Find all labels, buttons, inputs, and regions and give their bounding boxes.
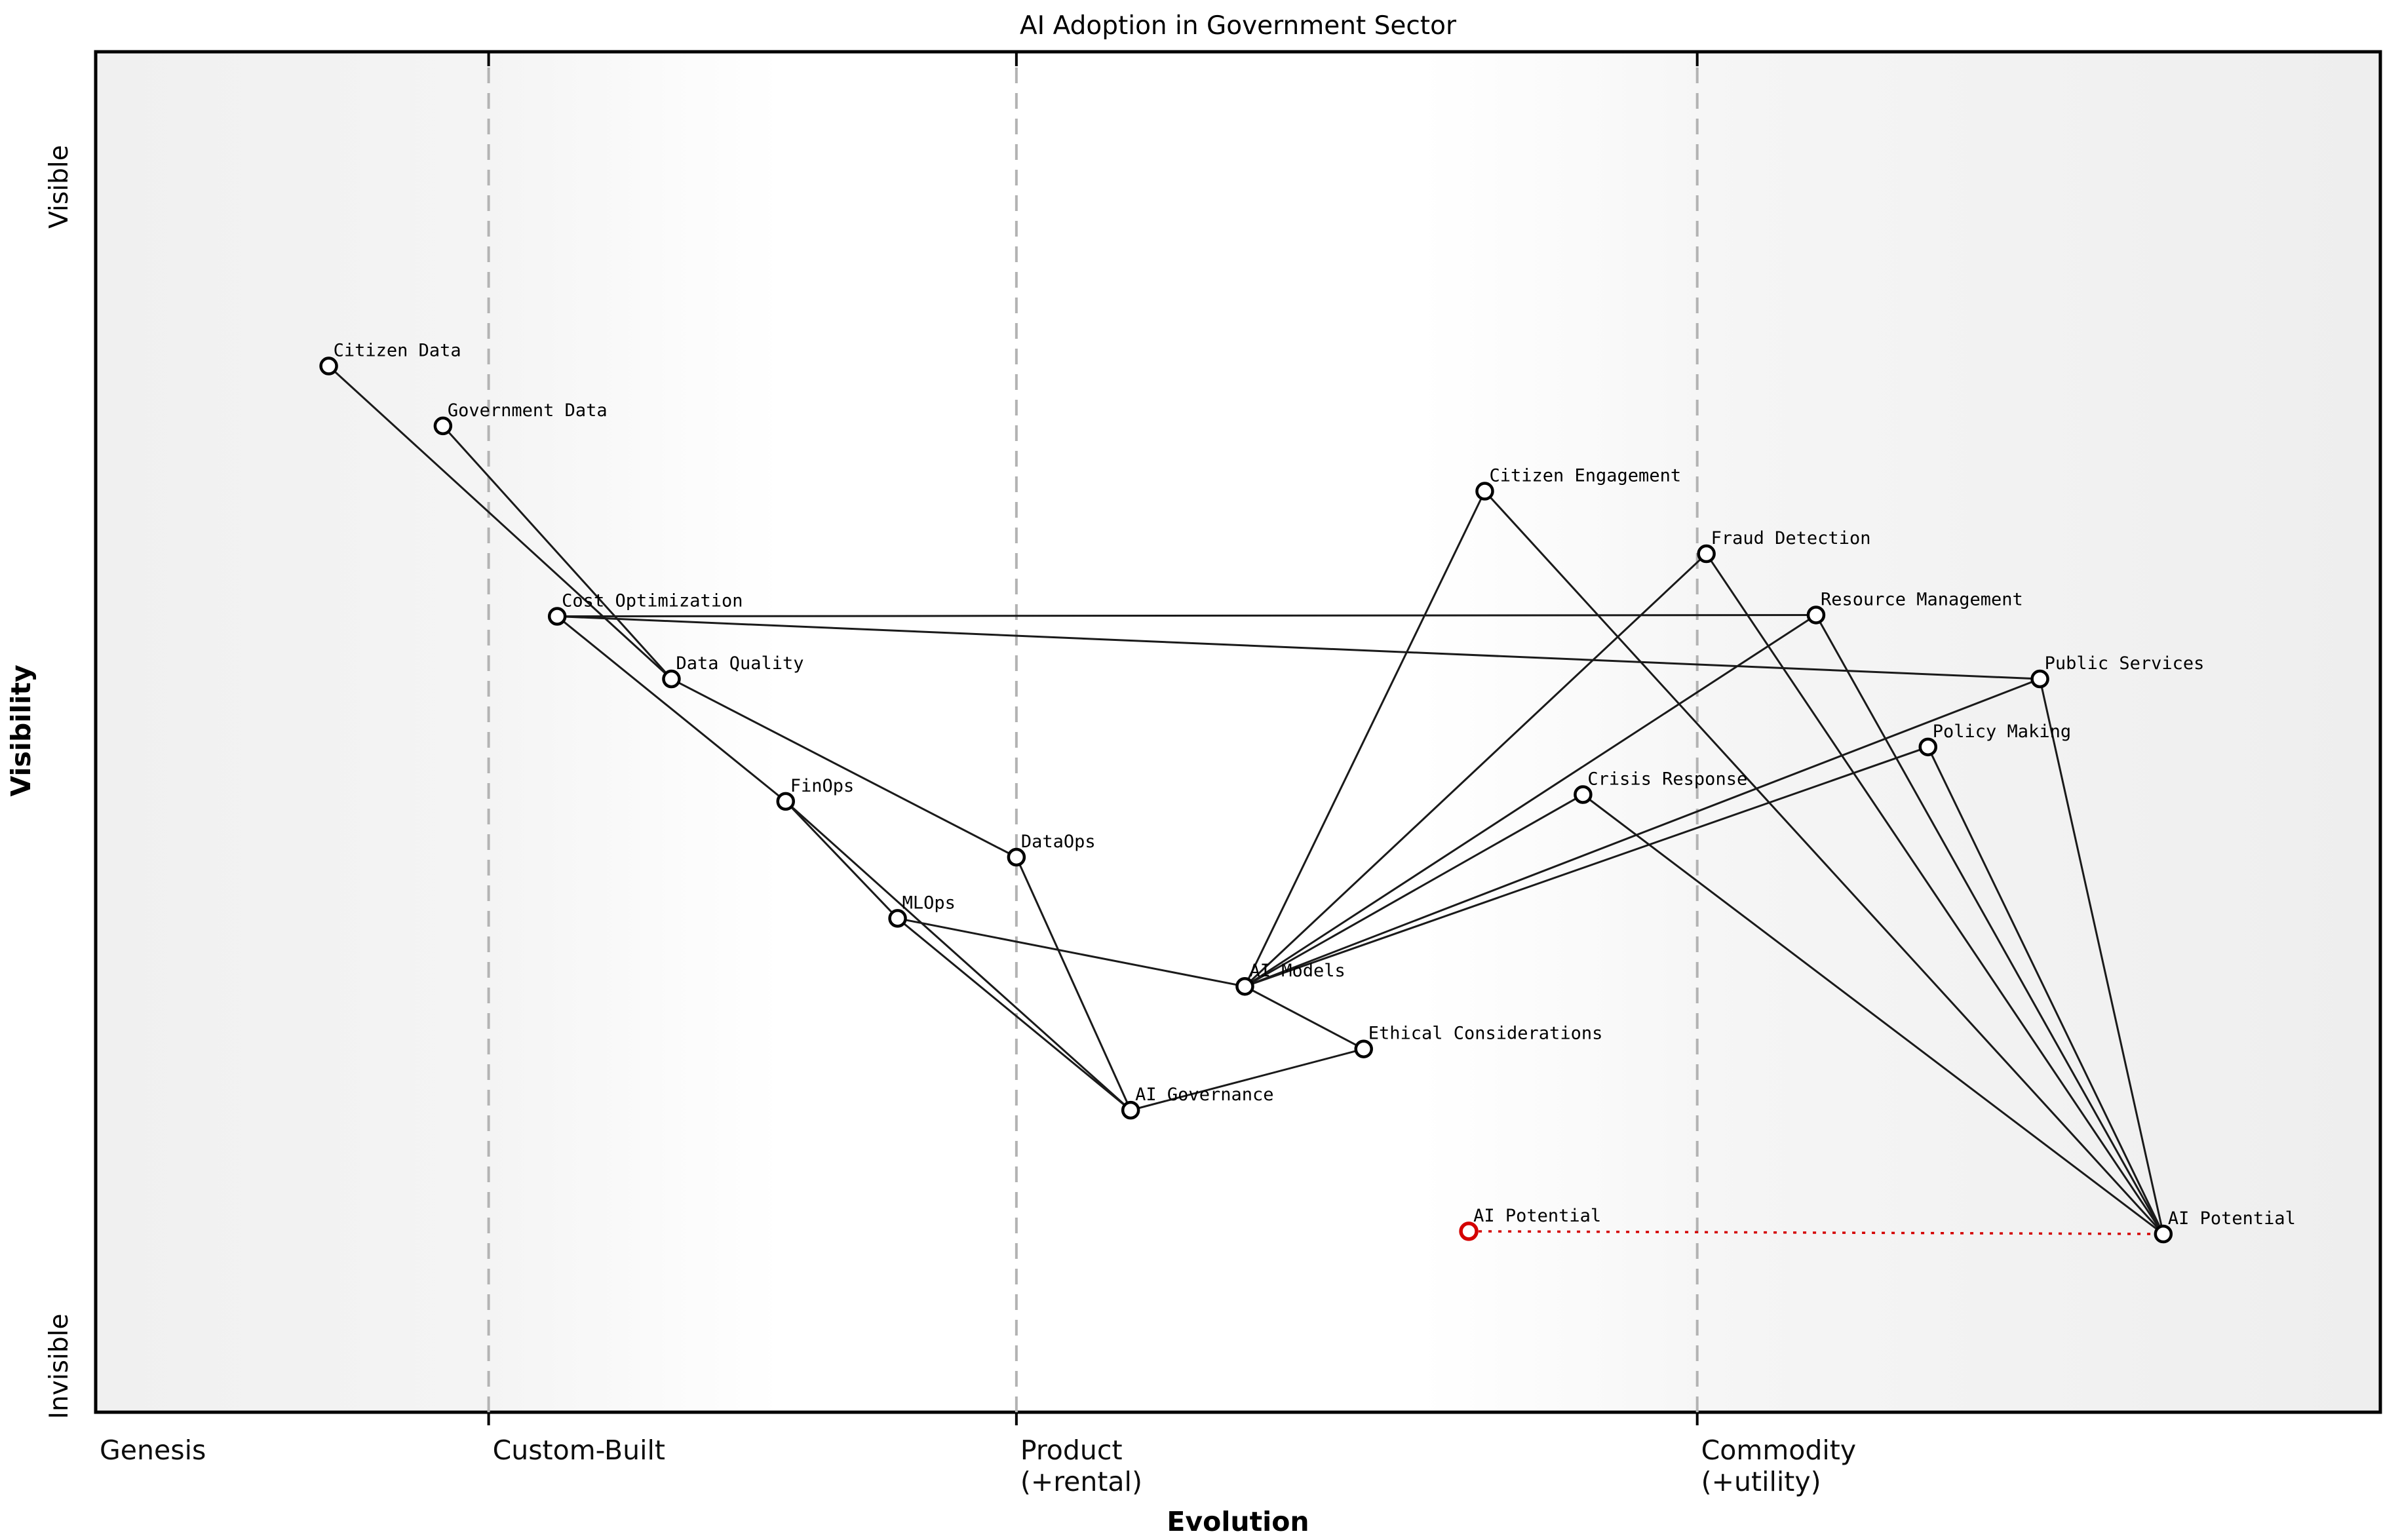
node-citizen-data [319, 356, 338, 375]
edge-cost-optimization--resource-management [557, 613, 1816, 618]
edge-fraud-detection--ai-models [1244, 552, 1707, 988]
edge-resource-management--ai-potential-future [1815, 614, 2165, 1235]
node-citizen-engagement [1475, 482, 1494, 501]
node-label-data-quality: Data Quality [676, 653, 803, 674]
stage-label-line2: (+utility) [1701, 1466, 1821, 1497]
plot-area [96, 52, 2380, 1412]
node-label-ai-potential-future: AI Potential [2168, 1208, 2296, 1229]
edge-citizen-engagement--ai-models [1244, 490, 1486, 987]
stage-boundary-lines [487, 52, 1699, 1425]
node-label-ai-potential-current: AI Potential [1473, 1206, 1601, 1226]
y-axis-bottom-label: Invisible [45, 1314, 74, 1419]
node-label-dataops: DataOps [1021, 832, 1096, 852]
node-dataops [1007, 847, 1026, 867]
node-label-ai-governance: AI Governance [1135, 1085, 1273, 1105]
node-mlops [888, 909, 907, 928]
node-label-government-data: Government Data [448, 400, 608, 421]
edge-dataops--ai-governance [1015, 857, 1132, 1111]
node-label-policy-making: Policy Making [1933, 722, 2071, 742]
edge-policy-making--ai-models [1244, 746, 1929, 988]
edge-data-quality--dataops [670, 678, 1017, 858]
node-label-cost-optimization: Cost Optimization [562, 591, 743, 611]
node-fraud-detection [1697, 544, 1716, 564]
component-nodes [319, 356, 2173, 1244]
node-label-mlops: MLOps [902, 893, 956, 913]
node-ai-potential-current [1459, 1222, 1479, 1241]
stage-label-line2: (+rental) [1020, 1466, 1142, 1497]
node-ai-governance [1121, 1100, 1140, 1120]
movement-line [1469, 1230, 2163, 1235]
edge-fraud-detection--ai-potential-future [1705, 553, 2165, 1235]
node-label-ai-models: AI Models [1249, 961, 1345, 981]
node-label-resource-management: Resource Management [1821, 589, 2023, 609]
edge-ethical-considerations--ai-governance [1130, 1048, 1365, 1111]
node-cost-optimization [547, 607, 567, 626]
edge-cost-optimization--finops [556, 615, 786, 803]
node-ai-potential-future [2154, 1224, 2173, 1244]
y-axis-top-label: Visible [45, 145, 74, 228]
node-finops [776, 792, 796, 811]
edge-crisis-response--ai-models [1244, 794, 1584, 988]
edge-crisis-response--ai-potential-future [1582, 794, 2164, 1235]
edge-government-data--data-quality [442, 425, 672, 680]
node-ai-models [1235, 976, 1254, 996]
node-label-fraud-detection: Fraud Detection [1711, 528, 1871, 549]
node-label-finops: FinOps [790, 776, 855, 796]
node-label-crisis-response: Crisis Response [1587, 769, 1747, 789]
dependency-edges [328, 365, 2165, 1235]
stage-label: Commodity [1701, 1434, 1856, 1466]
node-public-services [2030, 669, 2049, 689]
node-resource-management [1806, 606, 1826, 625]
edge-ai-models--ethical-considerations [1244, 985, 1365, 1050]
edge-citizen-engagement--ai-potential-future [1484, 490, 2164, 1235]
edge-mlops--ai-models [897, 917, 1245, 988]
edge-public-services--ai-potential-future [2039, 678, 2165, 1235]
node-label-public-services: Public Services [2045, 653, 2205, 674]
stage-label: Custom-Built [493, 1434, 665, 1466]
evolution-movement-line [1469, 1230, 2163, 1235]
edge-resource-management--ai-models [1244, 614, 1817, 988]
edge-public-services--ai-models [1244, 678, 2041, 988]
node-data-quality [662, 669, 681, 689]
node-government-data [433, 416, 453, 436]
node-label-citizen-engagement: Citizen Engagement [1489, 466, 1681, 486]
edge-finops--mlops [784, 800, 899, 919]
node-policy-making [1918, 737, 1938, 757]
node-ethical-considerations [1354, 1039, 1373, 1058]
node-crisis-response [1574, 785, 1593, 804]
x-axis-stage-labels: Genesis Custom-Built Product(+rental) Commo… [100, 1434, 1856, 1497]
edge-cost-optimization--public-services [557, 615, 2040, 680]
edge-finops--ai-governance [784, 800, 1132, 1111]
y-axis-title: Visibility [5, 664, 37, 796]
component-labels: Citizen Data Government Data Citizen Engag… [334, 341, 2296, 1229]
edge-mlops--ai-governance [897, 917, 1132, 1111]
stage-label: Genesis [100, 1434, 206, 1466]
edge-citizen-data--data-quality [328, 365, 672, 680]
node-label-citizen-data: Citizen Data [334, 341, 461, 361]
edge-policy-making--ai-potential-future [1927, 746, 2165, 1235]
chart-title: AI Adoption in Government Sector [1020, 11, 1457, 41]
plot-border [94, 50, 2382, 1414]
node-label-ethical-considerations: Ethical Considerations [1368, 1024, 1603, 1044]
x-axis-title: Evolution [1167, 1506, 1309, 1537]
stage-label: Product [1020, 1434, 1123, 1466]
